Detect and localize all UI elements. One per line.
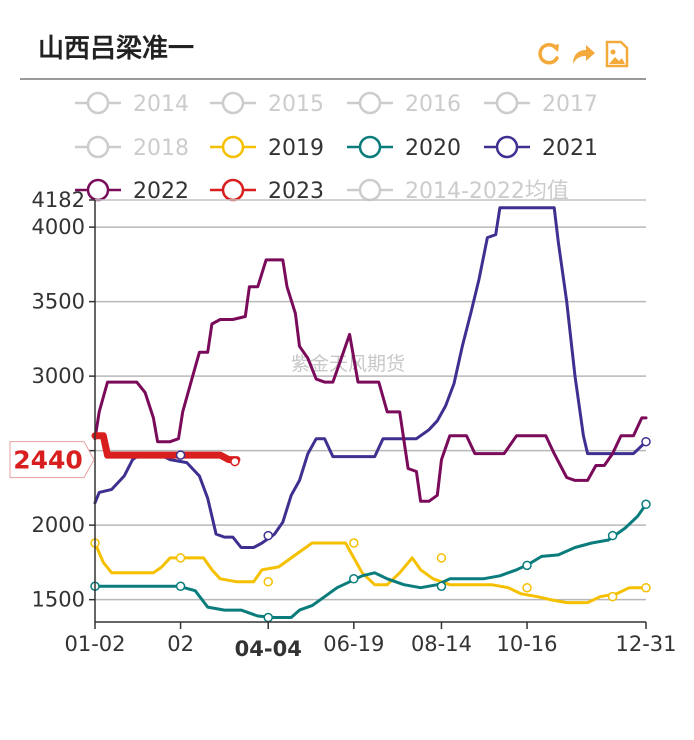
y-tick-label: 4000 (32, 215, 85, 239)
legend-marker (86, 135, 110, 159)
legend-label: 2017 (542, 92, 598, 117)
legend-marker (495, 91, 519, 115)
point-2021-0 (175, 450, 186, 460)
legend-label: 2020 (405, 136, 461, 161)
legend-marker (495, 135, 519, 159)
point-2020-2 (263, 612, 273, 623)
y-tick-label: 3500 (32, 290, 85, 314)
legend-item-2014[interactable]: 2014 (75, 91, 189, 117)
point-2020-4 (436, 581, 447, 591)
legend-marker (86, 178, 110, 202)
legend-item-2015[interactable]: 2015 (210, 91, 324, 117)
legend-marker (221, 91, 245, 115)
series-line-2023 (91, 432, 241, 464)
legend-item-2017[interactable]: 2017 (484, 91, 598, 117)
legend-marker (221, 135, 245, 159)
point-2020-3 (349, 574, 359, 584)
point-2020-1 (175, 581, 186, 591)
x-tick-label: 12-31 (615, 632, 676, 656)
chart-toolbar (536, 40, 630, 68)
x-tick-label: 02 (167, 632, 194, 656)
legend-item-2020[interactable]: 2020 (347, 135, 461, 161)
legend-marker (358, 178, 382, 202)
legend-item-2021[interactable]: 2021 (484, 135, 598, 161)
point-2020-6 (607, 530, 618, 541)
chart-grid (95, 199, 646, 601)
legend-marker (221, 178, 245, 202)
point-2019-1 (175, 553, 186, 563)
value-badge-box (9, 441, 95, 479)
page-title: 山西吕梁准一 (38, 34, 195, 64)
title-divider (20, 78, 646, 80)
x-tick-label: 08-14 (411, 632, 472, 656)
legend-marker (358, 91, 382, 115)
point-2023-last (230, 456, 240, 467)
x-tick-label: 01-02 (64, 632, 125, 656)
share-icon[interactable] (570, 40, 596, 68)
watermark: 紫金天风期货 (291, 353, 405, 375)
legend-item-2016[interactable]: 2016 (347, 91, 461, 117)
x-tick-label: 04-04 (235, 637, 302, 661)
point-2020-7 (641, 499, 651, 510)
point-2021-1 (263, 530, 273, 541)
legend-item-2019[interactable]: 2019 (210, 135, 324, 161)
legend-label: 2019 (268, 136, 324, 161)
point-2021-2 (641, 436, 651, 447)
point-2020-5 (522, 560, 532, 571)
chart-axes: 150020002500300035004000418201-020204-04… (9, 188, 677, 661)
legend-marker (358, 135, 382, 159)
y-tick-label: 2000 (32, 513, 85, 537)
y-tick-label: 4182 (32, 188, 85, 212)
series-line-2022 (93, 258, 648, 503)
legend-label: 2021 (542, 136, 598, 161)
point-2019-2 (263, 577, 273, 587)
legend-item-2018[interactable]: 2018 (75, 135, 189, 161)
legend-label: 2016 (405, 92, 461, 117)
x-tick-label: 06-19 (323, 632, 384, 656)
current-value-badge: 2440 (9, 441, 95, 479)
series-line-2020 (93, 502, 648, 619)
save-image-icon[interactable] (604, 40, 630, 68)
point-2019-7 (641, 582, 651, 593)
plot-area (90, 206, 651, 623)
point-2019-6 (607, 591, 618, 602)
y-tick-label: 3000 (32, 364, 85, 388)
legend-label: 2018 (133, 136, 189, 161)
point-2019-5 (522, 582, 532, 593)
legend-label: 2015 (268, 92, 324, 117)
value-badge-text: 2440 (13, 446, 83, 475)
point-2019-4 (436, 553, 447, 563)
refresh-icon[interactable] (536, 40, 562, 68)
legend-label: 2014 (133, 92, 189, 117)
y-tick-label: 1500 (32, 588, 85, 612)
legend-marker (86, 91, 110, 115)
series-line-2019 (93, 541, 648, 605)
series-line-2021 (93, 206, 648, 549)
x-tick-label: 10-16 (497, 632, 558, 656)
point-2019-3 (349, 538, 359, 548)
